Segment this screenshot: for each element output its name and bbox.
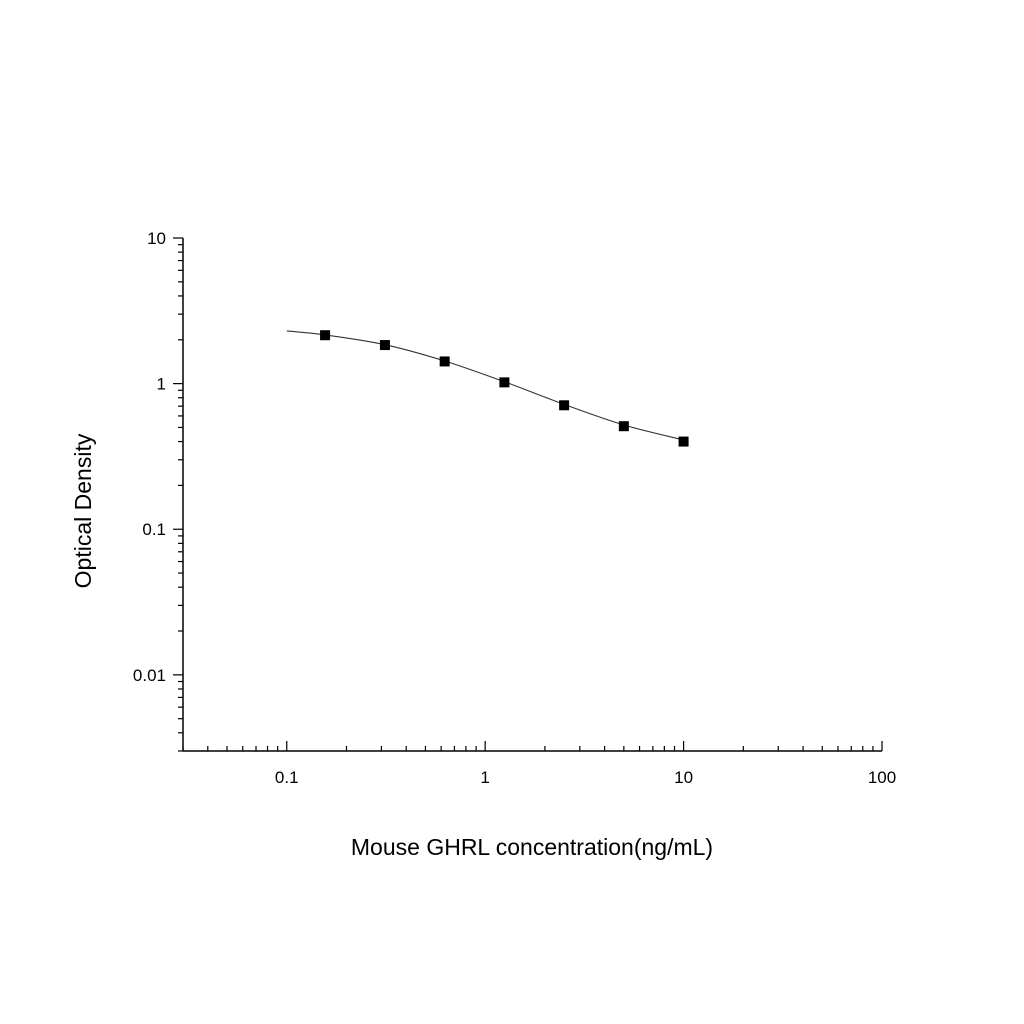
data-point bbox=[439, 356, 450, 367]
ticks: 0.1 1 10 100 0.01 0.1 1 10 bbox=[133, 229, 896, 787]
x-tick-label: 1 bbox=[480, 768, 489, 787]
axes bbox=[182, 238, 882, 752]
data-point bbox=[320, 330, 331, 341]
y-tick-label: 0.01 bbox=[133, 666, 166, 685]
data-points bbox=[320, 330, 689, 447]
y-tick-label: 0.1 bbox=[142, 520, 166, 539]
y-tick-label: 1 bbox=[157, 375, 166, 394]
data-point bbox=[678, 436, 689, 447]
x-tick-label: 100 bbox=[868, 768, 896, 787]
data-point bbox=[559, 400, 570, 411]
data-point bbox=[379, 340, 390, 351]
data-point bbox=[618, 421, 629, 432]
y-axis-title: Optical Density bbox=[70, 433, 96, 588]
x-tick-label: 10 bbox=[674, 768, 693, 787]
data-point bbox=[499, 377, 510, 388]
y-tick-label: 10 bbox=[147, 229, 166, 248]
x-axis-title: Mouse GHRL concentration(ng/mL) bbox=[351, 834, 713, 860]
x-tick-label: 0.1 bbox=[275, 768, 299, 787]
